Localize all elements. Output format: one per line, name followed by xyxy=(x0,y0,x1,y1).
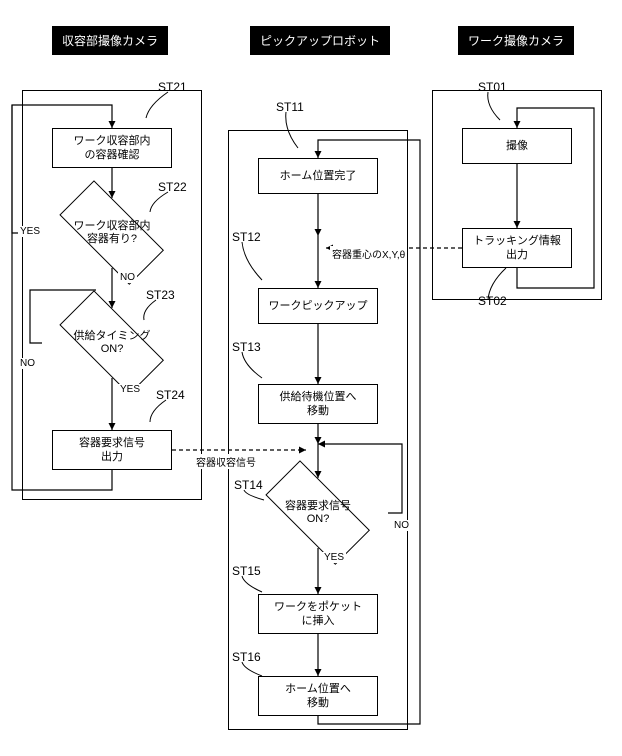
step-tag-st15: ST15 xyxy=(232,564,261,578)
lane-box-camera2 xyxy=(432,90,602,300)
process-st21: ワーク収容部内の容器確認 xyxy=(52,128,172,168)
edge-label-req: 容器収容信号 xyxy=(194,454,258,469)
step-tag-st16: ST16 xyxy=(232,650,261,664)
step-tag-st23: ST23 xyxy=(146,288,175,302)
decision-st23: 供給タイミングON? xyxy=(42,308,182,378)
step-tag-st14: ST14 xyxy=(234,478,263,492)
edge-label-track: 容器重心のX,Y,θ xyxy=(330,246,407,261)
lane-header-camera1: 収容部撮像カメラ xyxy=(52,26,168,55)
process-st11: ホーム位置完了 xyxy=(258,158,378,194)
step-tag-st24: ST24 xyxy=(156,388,185,402)
process-st02: トラッキング情報出力 xyxy=(462,228,572,268)
process-st01: 撮像 xyxy=(462,128,572,164)
edge-label-no14: NO xyxy=(392,520,411,531)
process-st16: ホーム位置へ移動 xyxy=(258,676,378,716)
edge-label-yes23: YES xyxy=(118,384,142,395)
decision-st22: ワーク収容部内容器有り? xyxy=(42,198,182,268)
step-tag-st22: ST22 xyxy=(158,180,187,194)
step-tag-st13: ST13 xyxy=(232,340,261,354)
edge-label-no23: NO xyxy=(18,358,37,369)
lane-header-camera2: ワーク撮像カメラ xyxy=(458,26,574,55)
process-st13: 供給待機位置へ移動 xyxy=(258,384,378,424)
decision-st14: 容器要求信号ON? xyxy=(248,478,388,548)
step-tag-st02: ST02 xyxy=(478,294,507,308)
process-st15: ワークをポケットに挿入 xyxy=(258,594,378,634)
process-st12: ワークピックアップ xyxy=(258,288,378,324)
step-tag-st21: ST21 xyxy=(158,80,187,94)
step-tag-st01: ST01 xyxy=(478,80,507,94)
decision-label-st22: ワーク収容部内容器有り? xyxy=(42,198,182,268)
lane-header-robot: ピックアップロボット xyxy=(250,26,390,55)
decision-label-st14: 容器要求信号ON? xyxy=(248,478,388,548)
edge-label-yes22: YES xyxy=(18,226,42,237)
decision-label-st23: 供給タイミングON? xyxy=(42,308,182,378)
step-tag-st12: ST12 xyxy=(232,230,261,244)
lane-box-robot xyxy=(228,130,408,730)
process-st24: 容器要求信号出力 xyxy=(52,430,172,470)
edge-label-no22: NO xyxy=(118,272,137,283)
step-tag-st11: ST11 xyxy=(276,100,304,114)
edge-label-yes14: YES xyxy=(322,552,346,563)
